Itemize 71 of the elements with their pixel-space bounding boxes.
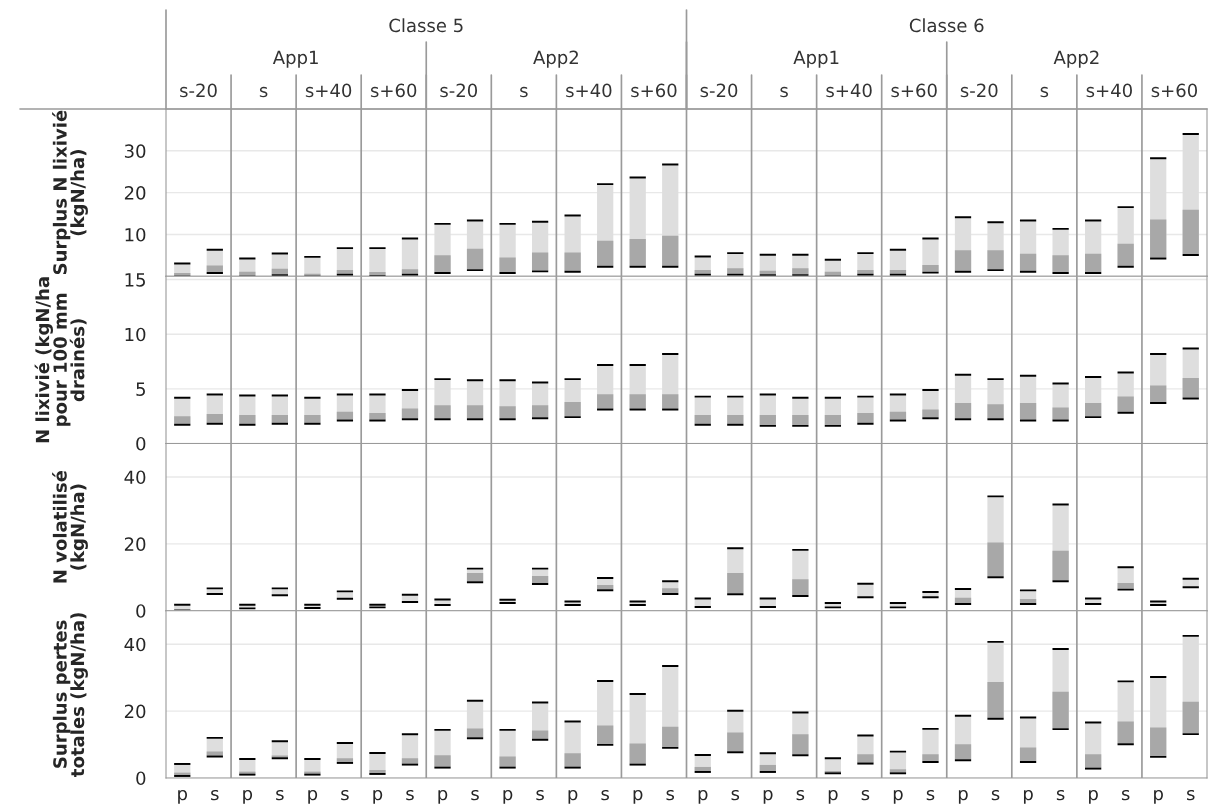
x-tick-label: s <box>666 789 675 801</box>
text: App1 <box>272 50 318 68</box>
y-axis-title: Surplus N lixivié (kgN/ha) <box>52 110 88 275</box>
y-tick-label: 10 <box>125 327 146 342</box>
text: Classe 5 <box>389 18 463 33</box>
y-tick-label: 15 <box>125 273 145 287</box>
y-tick-label: 20 <box>124 186 146 200</box>
x-tick-label: p <box>178 789 188 804</box>
y-tick-label: 20 <box>124 704 146 719</box>
x-tick-label: p <box>763 789 773 804</box>
y-axis-title: Surplus pertes totales (kgN/ha) <box>52 613 88 777</box>
text: s <box>259 86 268 98</box>
x-tick-label: p <box>1089 789 1098 804</box>
text: App1 <box>793 50 839 68</box>
x-tick-label: p <box>893 789 903 804</box>
x-tick-label: p <box>1023 789 1033 804</box>
y-tick-label: 0 <box>136 436 146 451</box>
x-tick-label: p <box>243 789 253 804</box>
text: Classe 6 <box>909 18 984 33</box>
x-tick-label: s <box>471 789 479 801</box>
text: s-20 <box>700 83 738 98</box>
text: s-20 <box>180 83 217 98</box>
y-axis-title: N lixivié (kgN/ha pour 100 mm drainés) <box>34 277 87 443</box>
y-tick-label: 0 <box>136 604 146 618</box>
x-tick-label: s <box>926 789 935 801</box>
y-tick-label: 20 <box>124 537 146 551</box>
y-tick-label: 40 <box>124 637 146 652</box>
x-tick-label: s <box>211 789 219 801</box>
x-tick-label: s <box>276 789 284 801</box>
text: s+40 <box>566 83 612 98</box>
text: s+40 <box>826 83 872 98</box>
text: s <box>520 86 528 98</box>
x-tick-label: p <box>1154 789 1163 804</box>
x-tick-label: s <box>861 789 870 801</box>
x-tick-label: p <box>503 789 513 804</box>
y-axis-title: N volatilisé (kgN/ha) <box>52 470 88 583</box>
text: s-20 <box>440 83 478 98</box>
text: s <box>780 86 788 98</box>
y-tick-label: 0 <box>136 771 146 786</box>
y-tick-label: 10 <box>125 227 146 242</box>
x-tick-label: s <box>991 789 1000 801</box>
text: s+60 <box>1151 83 1198 98</box>
x-tick-label: s <box>796 789 805 801</box>
x-tick-label: s <box>1056 789 1065 801</box>
x-tick-label: p <box>828 789 838 804</box>
x-tick-label: p <box>308 789 318 804</box>
text: s+60 <box>631 83 677 98</box>
text: s+40 <box>1086 83 1132 98</box>
text: s+60 <box>891 83 937 98</box>
x-tick-label: s <box>1121 789 1130 801</box>
text: s+60 <box>370 83 417 98</box>
y-tick-label: 30 <box>124 144 146 158</box>
y-tick-label: 40 <box>124 470 146 485</box>
x-tick-label: s <box>601 789 609 801</box>
x-tick-label: s <box>1187 789 1195 801</box>
x-tick-label: s <box>406 789 414 801</box>
text: s <box>1040 86 1049 98</box>
x-tick-label: s <box>341 789 349 801</box>
x-tick-label: p <box>633 789 643 804</box>
x-tick-label: p <box>438 789 448 804</box>
text: s+40 <box>305 83 352 98</box>
x-tick-label: s <box>536 789 544 801</box>
text: s-20 <box>960 83 998 98</box>
x-tick-label: p <box>373 789 383 804</box>
x-tick-label: p <box>568 789 578 804</box>
y-tick-label: 5 <box>136 382 145 396</box>
text: App2 <box>1053 50 1099 68</box>
text: App2 <box>533 50 578 68</box>
x-tick-label: p <box>958 789 968 804</box>
x-tick-label: p <box>698 789 708 804</box>
x-tick-label: s <box>731 789 740 801</box>
